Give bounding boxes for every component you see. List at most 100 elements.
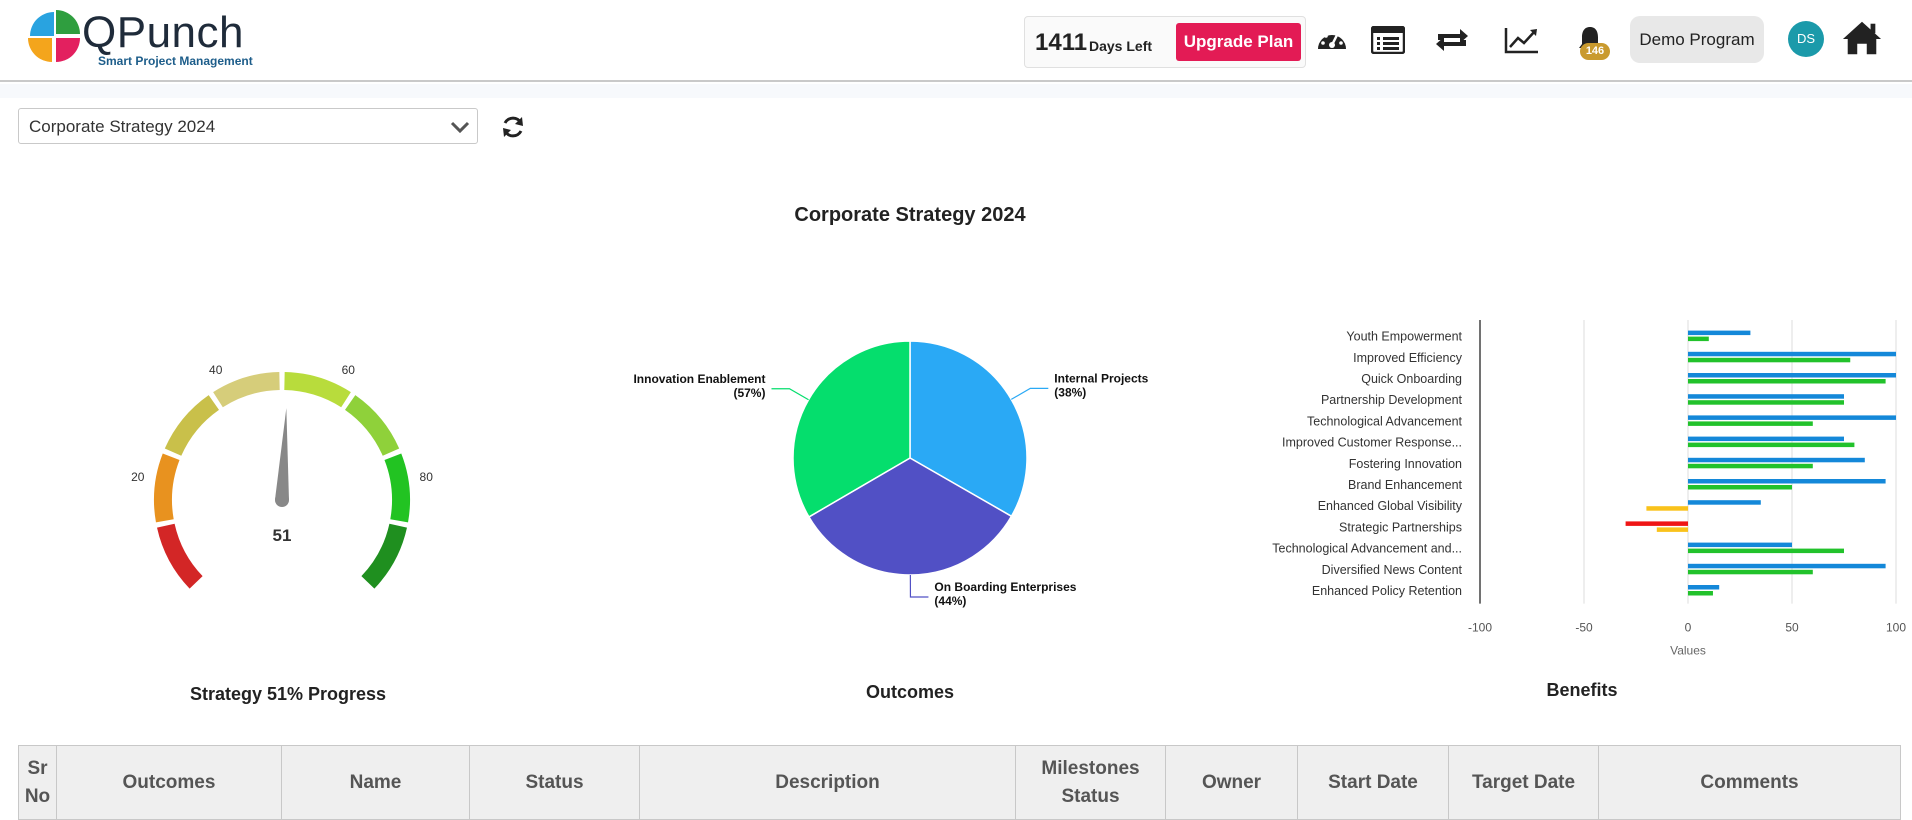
page-title: Corporate Strategy 2024 [794,204,1026,226]
bar-category-label: Youth Empowerment [1346,330,1462,344]
progress-gauge: 02040608010051 [131,363,434,589]
col-owner[interactable]: Owner [1165,745,1298,820]
bar-mark [1688,569,1813,575]
bar-mark [1688,330,1751,336]
pie-slice-label: On Boarding Enterprises [934,580,1076,594]
qpunch-logo[interactable]: QPunch Smart Project Management [28,8,288,72]
pie-slice-percent: (44%) [934,594,966,608]
gauge-segment [361,523,407,589]
bar-mark [1688,585,1720,590]
pie-slice [807,457,1013,576]
gauge-segment [154,453,180,523]
bar-mark [1688,591,1713,596]
bar-mark [1688,500,1761,505]
bar-mark [1688,442,1855,448]
brand-name: QPunch [82,8,244,57]
gauge-segment [345,395,400,456]
col-comments[interactable]: Comments [1598,745,1901,820]
subscription-box: 1411 Days Left Upgrade Plan [1024,16,1306,68]
bar-category-label: Partnership Development [1321,393,1463,407]
strategy-select[interactable]: Corporate Strategy 2024 [18,108,478,144]
gauge-tick-label: 40 [209,363,223,377]
col-milestones-status[interactable]: Milestones Status [1015,745,1166,820]
gauge-segment [164,395,219,456]
bar-category-label: Quick Onboarding [1361,372,1462,386]
bar-category-label: Improved Customer Response... [1282,436,1462,450]
days-left-number: 1411 [1035,29,1088,56]
sync-icon[interactable] [1432,20,1472,60]
bar-category-label: Enhanced Global Visibility [1318,499,1463,513]
bar-mark [1688,336,1709,342]
gauge-needle [275,408,289,501]
bar-mark [1688,415,1896,420]
bar-mark [1688,394,1844,399]
benefits-bar-chart: -100 -50 0 50 100 Values Youth Empowerment Impr… [1272,320,1906,658]
col-status[interactable]: Status [469,745,640,820]
gauge-tick-label: 20 [131,470,145,484]
trend-icon[interactable] [1502,20,1542,60]
gauge-value-label: 51 [273,526,292,545]
bar-x-tick-label: -50 [1575,621,1593,635]
gauge-segment [213,372,280,408]
chevron-down-icon [450,121,470,134]
bar-mark [1688,400,1844,405]
bar-category-label: Technological Advancement [1307,414,1462,428]
pie-slice [909,340,1028,518]
bar-mark [1688,463,1813,469]
bar-category-label: Diversified News Content [1322,563,1463,577]
bar-mark [1656,527,1688,532]
gauge-title: Strategy 51% Progress [189,684,387,704]
col-name[interactable]: Name [281,745,470,820]
gauge-tick-label: 80 [420,470,434,484]
program-button[interactable]: Demo Program [1630,16,1764,63]
bar-mark [1688,421,1813,426]
col-sr-no[interactable]: Sr No [18,745,57,820]
gauge-tick-label: 60 [342,363,356,377]
col-description[interactable]: Description [639,745,1016,820]
upgrade-plan-button[interactable]: Upgrade Plan [1176,23,1301,61]
bar-mark [1646,506,1688,511]
pie-slice-percent: (38%) [1054,385,1086,399]
home-icon[interactable] [1842,18,1882,58]
bar-title: Benefits [1546,680,1618,700]
gauge-segment [384,453,410,523]
pie-slice-percent: (57%) [733,386,765,400]
bar-mark [1688,379,1886,384]
bar-mark [1688,485,1792,490]
gauge-segment [284,372,351,408]
bar-mark [1688,357,1851,363]
gauge-needle-hub [275,493,289,507]
col-start-date[interactable]: Start Date [1297,745,1449,820]
bar-x-tick-label: 50 [1785,621,1799,635]
bar-mark [1625,521,1688,526]
brand-tagline: Smart Project Management [98,54,253,68]
bar-mark [1688,548,1844,554]
dashboard-icon[interactable] [1312,20,1352,60]
bar-mark [1688,457,1865,463]
notification-badge: 146 [1580,43,1610,60]
bar-category-label: Technological Advancement and... [1272,542,1462,556]
bar-mark [1688,373,1896,378]
bar-mark [1688,563,1886,569]
avatar[interactable]: DS [1788,21,1824,57]
pie-slice-label: Internal Projects [1054,371,1148,385]
col-outcomes[interactable]: Outcomes [56,745,282,820]
list-icon[interactable] [1368,20,1408,60]
logo-mark-icon [28,10,80,62]
bar-category-label: Enhanced Policy Retention [1312,584,1462,598]
refresh-icon[interactable] [500,114,526,140]
outcomes-pie-chart: Internal Projects(38%) On Boarding Enterp… [633,340,1149,608]
bar-category-label: Strategic Partnerships [1339,520,1462,534]
bar-mark [1688,436,1844,442]
bar-x-axis-label: Values [1670,644,1706,658]
col-target-date[interactable]: Target Date [1448,745,1599,820]
days-left-text: Days Left [1089,38,1153,54]
pie-title: Outcomes [865,682,955,702]
bar-category-label: Improved Efficiency [1353,351,1463,365]
gauge-segment [157,523,203,589]
bar-category-label: Fostering Innovation [1349,457,1462,471]
pie-leader-line [771,388,809,401]
bar-category-label: Brand Enhancement [1348,478,1462,492]
bar-mark [1688,351,1896,357]
sub-header-strip [0,84,1912,98]
